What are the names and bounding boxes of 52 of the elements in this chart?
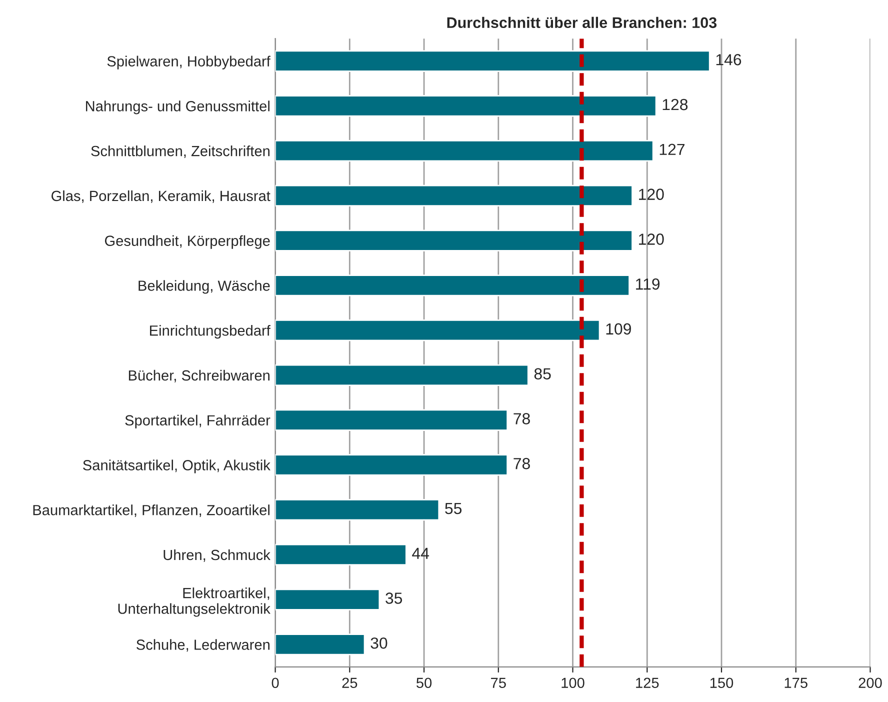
data-label: 128 [662, 98, 688, 110]
x-tick-label: 100 [562, 678, 584, 688]
bar [275, 634, 366, 656]
data-label: 78 [514, 413, 530, 424]
bar [275, 544, 407, 566]
ref-line-label: Durchschnitt über alle Branchen: 103 [447, 16, 717, 28]
x-tick-label: 25 [342, 678, 358, 688]
x-tick-label: 125 [636, 678, 659, 688]
data-label: 30 [370, 637, 388, 649]
data-label: 44 [412, 548, 430, 559]
data-label: 127 [660, 144, 684, 155]
data-label: 119 [636, 278, 660, 290]
data-label: 85 [534, 368, 551, 380]
bar [275, 364, 529, 386]
data-label: 109 [606, 323, 631, 335]
x-tick-label: 150 [710, 678, 734, 688]
y-tick-label: Baumarktartikel, Pflanzen, Zooartikel [33, 504, 270, 517]
y-tick-label: Schuhe, Lederwaren [136, 639, 270, 652]
bar [275, 230, 633, 252]
bar [275, 184, 633, 206]
data-label: 120 [639, 188, 664, 200]
y-tick-label: Schnittblumen, Zeitschriften [91, 146, 270, 158]
y-tick-label: Spielwaren, Hobbybedarf [107, 56, 270, 70]
y-tick-label: Uhren, Schmuck [164, 549, 270, 562]
y-tick-label: Gesundheit, Körperpflege [104, 235, 270, 249]
y-tick-label: Bekleidung, Wäsche [138, 280, 270, 294]
bar [275, 409, 508, 431]
x-tick-label: 0 [272, 678, 279, 688]
data-label: 120 [639, 234, 664, 245]
bar [275, 95, 657, 117]
y-tick-label: Einrichtungsbedarf [150, 325, 270, 339]
data-label: 55 [445, 502, 462, 514]
x-tick-label: 50 [416, 678, 432, 688]
bar [275, 588, 380, 610]
bar [275, 499, 440, 521]
x-tick-label: 75 [491, 678, 506, 688]
y-tick-label: Sportartikel, Fahrräder [125, 414, 270, 428]
data-label: 146 [716, 54, 742, 66]
y-tick-label: Glas, Porzellan, Keramik, Hausrat [52, 190, 270, 203]
y-tick-label: Sanitätsartikel, Optik, Akustik [83, 460, 270, 474]
bar [275, 320, 600, 342]
bar [275, 454, 508, 476]
bar [275, 274, 630, 296]
x-tick-label: 200 [858, 678, 882, 688]
y-tick-label: Nahrungs- und Genussmittel [86, 100, 270, 114]
data-label: 78 [514, 458, 530, 470]
y-tick-label: Bücher, Schreibwaren [128, 370, 270, 382]
data-label: 35 [386, 592, 402, 604]
bar [275, 50, 710, 72]
x-tick-label: 175 [784, 678, 808, 688]
bar [275, 140, 654, 162]
y-tick-label: Elektroartikel, Unterhaltungselektronik [118, 588, 270, 617]
